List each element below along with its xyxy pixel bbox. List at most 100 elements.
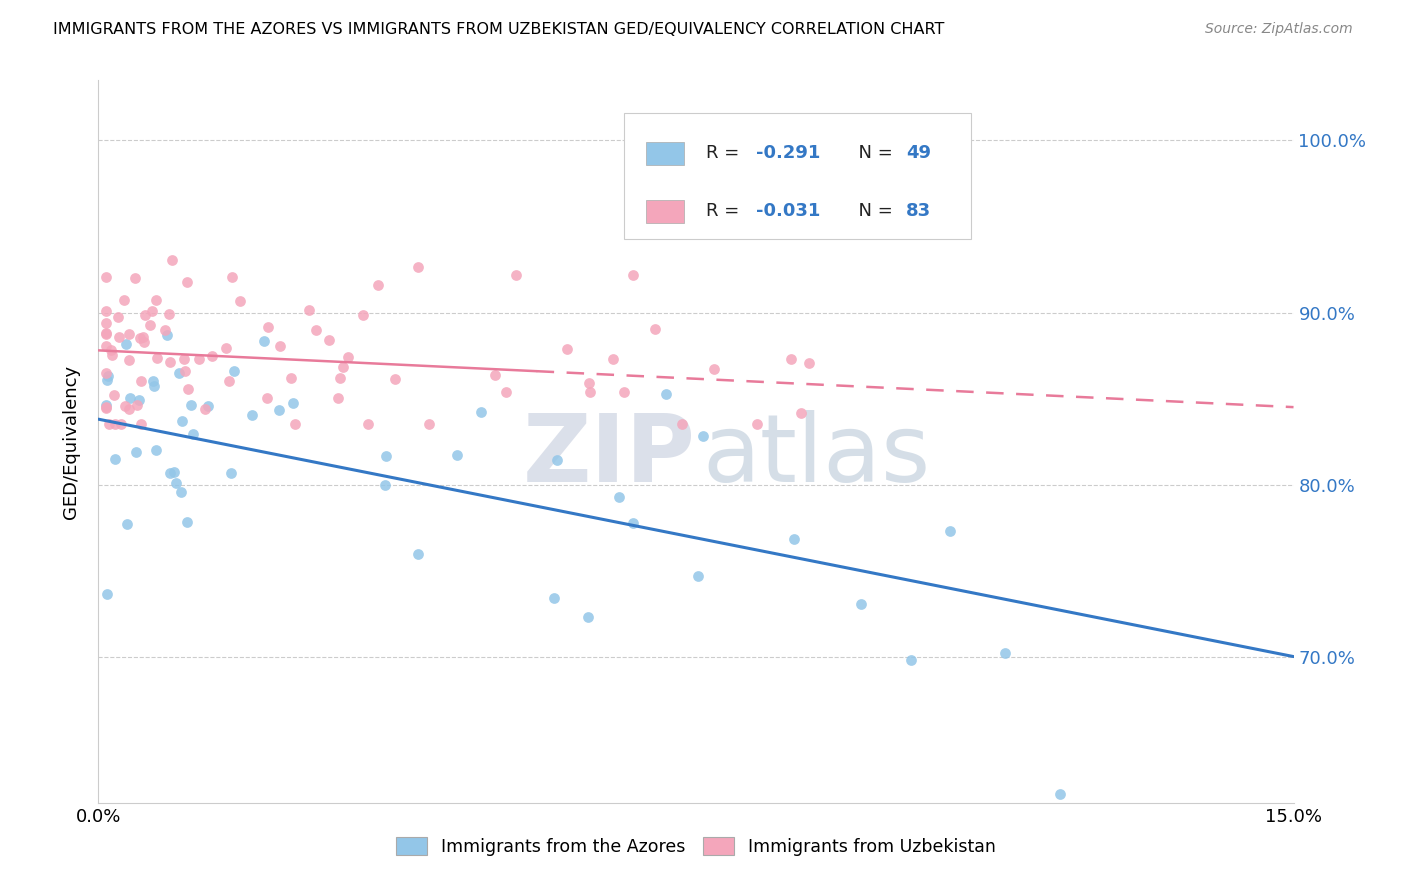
Point — [357, 417, 380, 432]
Text: R =: R = — [706, 145, 745, 162]
Point — [374, 477, 396, 491]
Point — [337, 350, 360, 364]
Point — [578, 376, 600, 390]
Point — [146, 351, 169, 365]
Point — [621, 268, 644, 283]
Point — [173, 351, 195, 366]
Point — [484, 368, 506, 383]
Text: N =: N = — [846, 202, 898, 220]
Point — [1049, 787, 1071, 801]
Point — [939, 524, 962, 538]
Point — [789, 406, 811, 420]
Point — [602, 352, 624, 367]
Text: R =: R = — [706, 202, 745, 220]
Point — [177, 382, 200, 396]
Point — [546, 453, 568, 467]
Point — [221, 269, 243, 284]
Point — [543, 591, 565, 605]
Point — [607, 490, 630, 504]
Text: N =: N = — [846, 145, 898, 162]
Point — [96, 270, 118, 285]
FancyBboxPatch shape — [624, 112, 972, 239]
Text: -0.031: -0.031 — [756, 202, 820, 220]
Point — [157, 307, 180, 321]
Point — [108, 330, 131, 344]
Point — [118, 391, 141, 405]
Point — [994, 646, 1017, 660]
Point — [124, 271, 146, 285]
Point — [141, 303, 163, 318]
Point — [159, 466, 181, 480]
Point — [96, 401, 118, 415]
Point — [96, 304, 118, 318]
Point — [779, 352, 801, 367]
Text: 83: 83 — [907, 202, 931, 220]
Point — [797, 356, 820, 370]
Point — [96, 316, 118, 330]
Point — [747, 417, 769, 432]
Point — [96, 398, 118, 412]
Point — [621, 516, 644, 530]
Point — [104, 452, 127, 467]
Point — [692, 428, 714, 442]
Point — [96, 366, 118, 380]
Point — [97, 368, 120, 383]
Point — [174, 364, 197, 378]
Point — [194, 402, 217, 417]
Point — [505, 268, 527, 282]
Point — [671, 417, 693, 432]
Point — [160, 252, 183, 267]
Point — [139, 318, 162, 332]
Point — [328, 391, 350, 405]
Point — [131, 374, 153, 388]
Text: 49: 49 — [907, 145, 931, 162]
Point — [112, 293, 135, 307]
Point — [219, 466, 242, 480]
Point — [104, 417, 127, 432]
Point — [257, 320, 280, 334]
Point — [114, 337, 136, 351]
Point — [495, 384, 517, 399]
Point — [215, 341, 238, 355]
Point — [96, 326, 118, 341]
Point — [197, 399, 219, 413]
Point — [143, 379, 166, 393]
Point — [406, 260, 429, 274]
Point — [655, 386, 678, 401]
Point — [269, 402, 291, 417]
Point — [284, 417, 307, 432]
Point — [281, 396, 304, 410]
Point — [900, 653, 922, 667]
Point — [156, 327, 179, 342]
Point — [170, 484, 193, 499]
Point — [129, 417, 152, 432]
Point — [165, 476, 187, 491]
Point — [298, 302, 321, 317]
Point — [159, 355, 181, 369]
Point — [142, 374, 165, 388]
Point — [253, 334, 276, 349]
Point — [96, 339, 118, 353]
Point — [134, 308, 156, 322]
Point — [110, 417, 132, 432]
Point — [367, 278, 389, 293]
Point — [131, 329, 153, 343]
Point — [98, 417, 121, 432]
Point — [851, 597, 873, 611]
Point — [176, 275, 198, 289]
Point — [170, 414, 193, 428]
Text: ZIP: ZIP — [523, 410, 696, 502]
Point — [96, 326, 118, 341]
Point — [132, 335, 155, 350]
FancyBboxPatch shape — [645, 142, 685, 165]
Point — [145, 442, 167, 457]
Point — [183, 426, 205, 441]
Point — [384, 372, 406, 386]
Point — [703, 362, 725, 376]
Point — [224, 364, 246, 378]
Point — [644, 322, 666, 336]
Text: atlas: atlas — [702, 410, 931, 502]
Point — [176, 515, 198, 529]
Text: Source: ZipAtlas.com: Source: ZipAtlas.com — [1205, 22, 1353, 37]
Point — [576, 609, 599, 624]
